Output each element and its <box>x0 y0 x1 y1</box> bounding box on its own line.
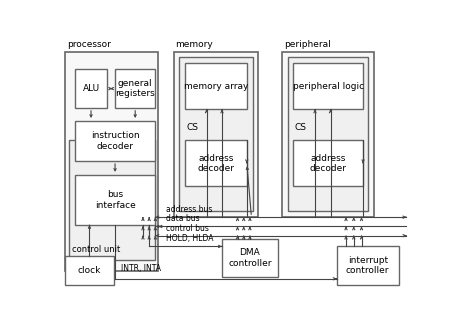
Text: control bus: control bus <box>166 223 209 232</box>
Text: peripheral: peripheral <box>284 40 331 49</box>
Bar <box>65 256 113 285</box>
Text: HOLD, HLDA: HOLD, HLDA <box>166 233 214 242</box>
Bar <box>174 52 258 217</box>
Text: clock: clock <box>78 266 101 275</box>
Text: address
decoder: address decoder <box>197 154 234 173</box>
Text: INTR, INTA: INTR, INTA <box>121 264 161 273</box>
Bar <box>65 52 158 271</box>
Text: ALU: ALU <box>82 84 100 93</box>
Text: interrupt
controller: interrupt controller <box>346 256 390 276</box>
Bar <box>75 69 107 108</box>
Bar <box>293 63 363 109</box>
Text: address bus: address bus <box>166 205 212 214</box>
Bar <box>75 121 155 161</box>
Text: processor: processor <box>67 40 111 49</box>
Bar <box>69 140 155 260</box>
Text: instruction
decoder: instruction decoder <box>91 131 139 151</box>
Bar <box>185 63 247 109</box>
Bar <box>185 140 247 186</box>
Text: control unit: control unit <box>72 245 120 254</box>
Text: CS: CS <box>295 124 307 133</box>
Bar <box>293 140 363 186</box>
Text: CS: CS <box>186 124 198 133</box>
Bar <box>179 57 253 211</box>
Text: address
decoder: address decoder <box>310 154 346 173</box>
Text: bus
interface: bus interface <box>95 190 136 209</box>
Bar <box>283 52 374 217</box>
Bar <box>115 69 155 108</box>
Bar <box>75 175 155 225</box>
Text: memory: memory <box>175 40 213 49</box>
Text: peripheral logic: peripheral logic <box>292 82 364 91</box>
Text: memory array: memory array <box>183 82 248 91</box>
Text: general
registers: general registers <box>115 79 155 98</box>
Bar <box>288 57 368 211</box>
Text: DMA
controller: DMA controller <box>228 248 272 268</box>
Text: data bus: data bus <box>166 214 200 223</box>
Bar <box>222 239 278 277</box>
Bar <box>337 246 399 285</box>
